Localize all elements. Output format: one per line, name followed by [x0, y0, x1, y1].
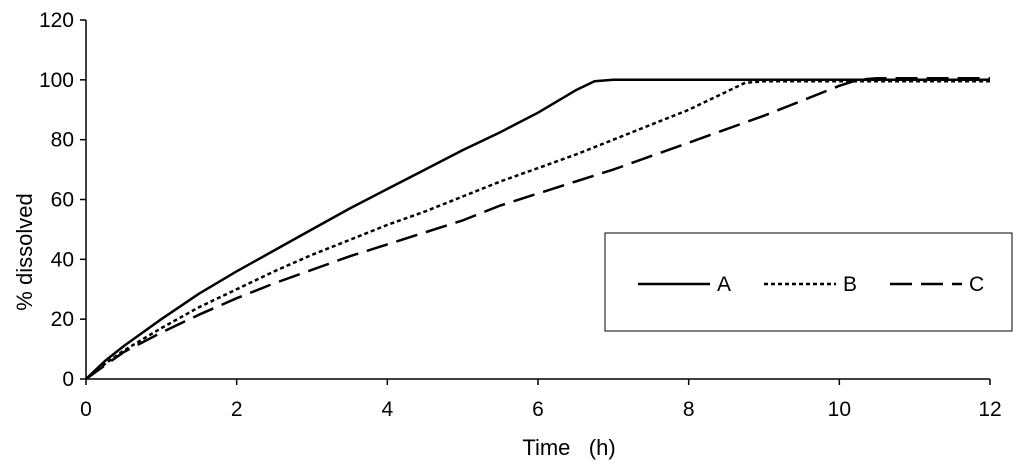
y-tick-label: 20	[51, 308, 74, 331]
x-axis-title: Time (h)	[522, 435, 615, 460]
series-line-a	[85, 78, 990, 380]
x-tick-label: 8	[683, 398, 695, 421]
x-tick-label: 2	[231, 398, 243, 421]
y-tick-label: 0	[62, 368, 74, 391]
legend: A B C	[604, 232, 1013, 332]
y-tick-label: 60	[51, 189, 74, 212]
y-tick-label: 80	[51, 129, 74, 152]
y-tick-label: 120	[39, 9, 74, 32]
series-line-c	[85, 77, 990, 381]
series-layer	[85, 77, 990, 381]
x-tick-label: 12	[978, 398, 1001, 421]
y-tick-label: 40	[51, 248, 74, 271]
axes: 0 20 40 60 80 100 120 0 2 4 6 8 10 12	[39, 9, 1002, 421]
legend-label-b: B	[843, 273, 857, 296]
series-line-b	[85, 80, 990, 380]
legend-label-a: A	[717, 273, 731, 296]
x-tick-label: 0	[80, 398, 92, 421]
y-tick-label: 100	[39, 69, 74, 92]
legend-label-c: C	[969, 273, 984, 296]
legend-box	[604, 232, 1013, 332]
x-tick-label: 6	[532, 398, 544, 421]
y-axis-title: % dissolved	[12, 193, 37, 310]
x-tick-label: 4	[381, 398, 393, 421]
x-tick-label: 10	[828, 398, 851, 421]
